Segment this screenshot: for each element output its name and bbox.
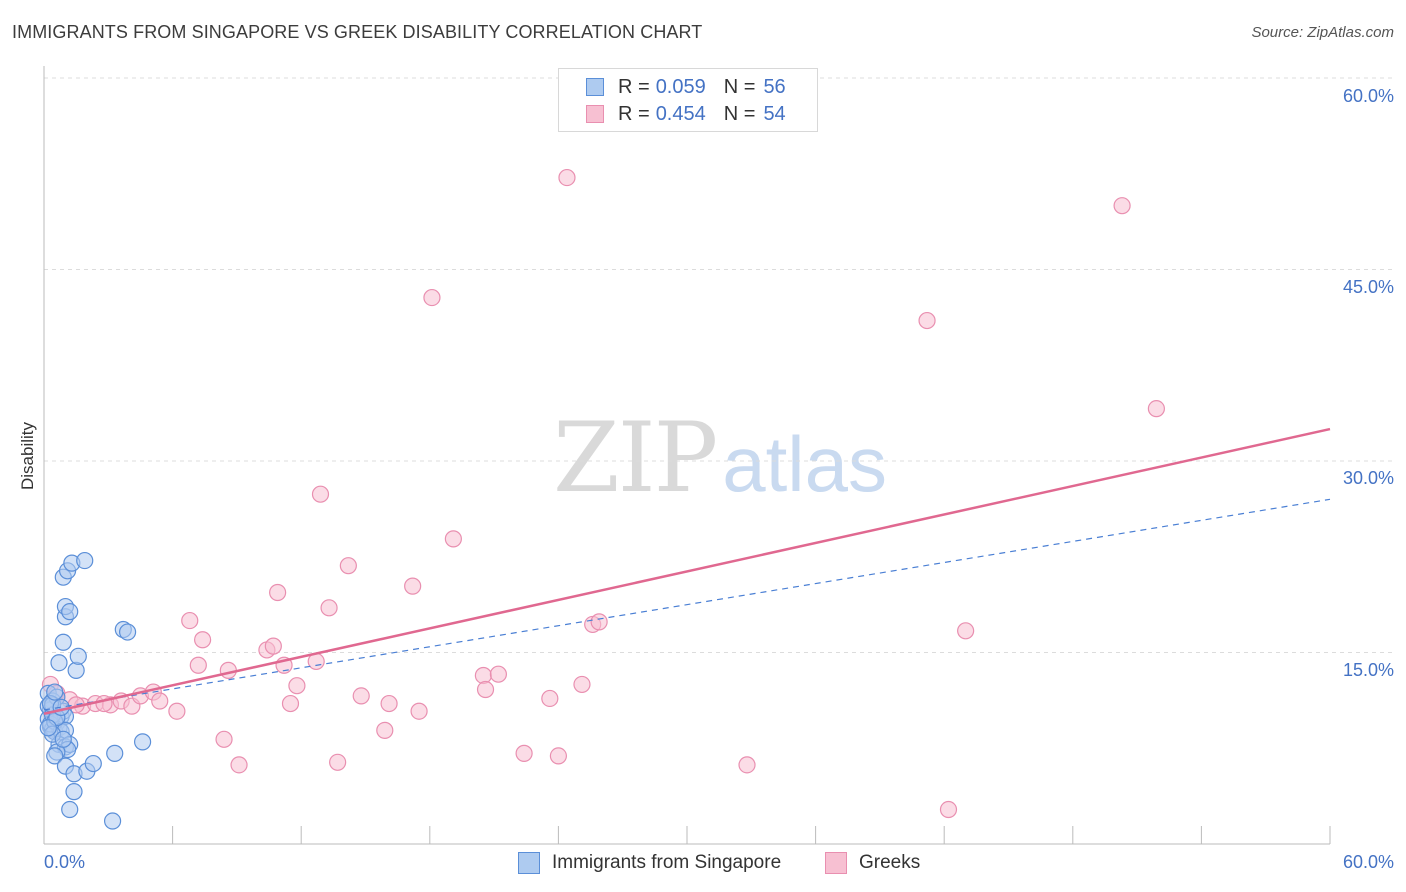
singapore-n-label: N = [723,75,756,98]
y-axis-label: Disability [18,421,37,491]
singapore-r-value: 0.059 [655,75,706,98]
bottom-legend-singapore: Immigrants from Singapore [518,852,781,874]
singapore-point [61,800,79,819]
greeks-point [281,694,300,713]
greeks-trend-line [43,427,1331,716]
greeks-point [541,689,559,708]
greeks-point [558,168,576,187]
singapore-point [67,661,85,679]
source-label: Source: ZipAtlas.com [1251,24,1394,41]
greeks-point [215,730,233,748]
greeks-point [168,702,186,720]
singapore-point [54,730,72,748]
singapore-point [84,754,102,773]
greeks-point [474,666,492,685]
watermark: ZIPatlas [553,402,887,514]
correlation-legend: R = 0.059 N = 56 R = 0.454 N = 54 [558,68,818,132]
greeks-point [515,744,533,762]
legend-row-singapore: R = 0.059 N = 56 [559,74,786,100]
chart-title: IMMIGRANTS FROM SINGAPORE VS GREEK DISAB… [12,22,703,42]
greeks-point [1113,197,1131,215]
singapore-n-value: 56 [763,75,786,98]
greeks-point [181,611,199,630]
greeks-point [549,747,568,765]
singapore-point [118,623,137,641]
greeks-point [444,530,462,548]
singapore-legend-label: Immigrants from Singapore [552,852,782,873]
singapore-point [133,733,152,751]
y-tick-label: 45.0% [1342,277,1394,297]
singapore-point [50,654,68,672]
singapore-point [106,744,124,762]
singapore-point [39,719,57,737]
singapore-point [46,747,64,765]
watermark-zip: ZIP [553,402,718,514]
y-tick-label: 15.0% [1342,660,1394,680]
legend-row-greeks: R = 0.454 N = 54 [559,101,786,127]
singapore-point [65,783,83,801]
greeks-point [957,622,975,640]
greeks-n-label: N = [723,102,756,125]
greeks-point [423,288,441,307]
greeks-point [288,677,306,695]
greeks-point [352,687,370,705]
singapore-point [76,551,94,570]
greeks-point [311,485,330,503]
greeks-point [404,577,422,595]
singapore-point [54,633,72,651]
greeks-point [573,675,591,694]
greeks-legend-label: Greeks [859,852,921,873]
bottom-legend-greeks: Greeks [825,852,920,874]
singapore-point [52,698,70,716]
greeks-point [339,557,357,575]
greeks-point [380,694,398,713]
greeks-point [230,756,248,774]
greeks-swatch [586,105,604,123]
greeks-r-label: R = [618,102,650,125]
singapore-point [103,812,122,830]
y-tick-label: 60.0% [1342,86,1394,106]
greeks-point [264,637,282,655]
greeks-point [189,656,207,674]
greeks-point [329,753,347,771]
singapore-swatch [586,78,604,96]
greeks-point [320,599,338,617]
singapore-r-label: R = [618,75,650,98]
x-tick-label: 0.0% [44,852,86,872]
greeks-point [151,692,169,710]
greeks-point [95,694,113,713]
y-tick-label: 30.0% [1342,468,1394,488]
watermark-atlas: atlas [722,420,887,508]
singapore-point [61,603,79,621]
greeks-point [194,631,212,649]
singapore-point [69,647,87,665]
greeks-r-value: 0.454 [655,102,706,125]
greeks-point [939,800,958,819]
singapore-trend-line [43,498,1331,711]
greeks-point [219,661,237,679]
x-tick-label: 60.0% [1342,852,1394,872]
greeks-point [376,721,394,739]
greeks-n-value: 54 [763,102,786,125]
greeks-point [489,665,507,683]
singapore-point [46,683,64,701]
greeks-point [1147,400,1165,418]
greeks-point [738,756,756,774]
singapore-legend-swatch [518,852,540,874]
greeks-legend-swatch [825,852,847,874]
greeks-point [590,613,608,631]
greeks-point [269,583,287,602]
greeks-point [476,680,495,699]
greeks-point [410,702,428,720]
greeks-point [918,311,936,330]
